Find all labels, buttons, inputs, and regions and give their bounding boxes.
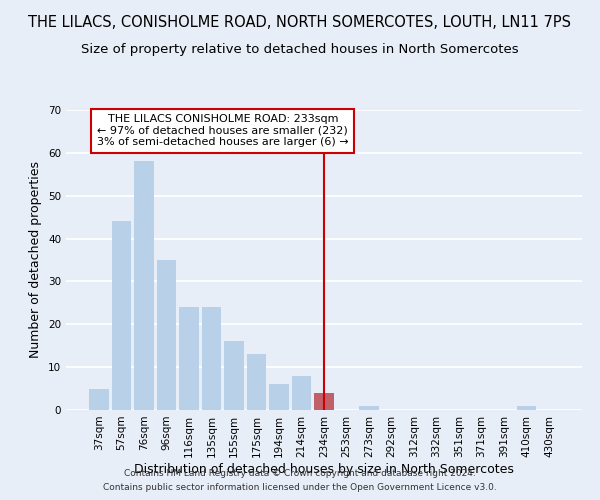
Bar [179,307,199,410]
Bar [247,354,266,410]
Bar [359,406,379,410]
Bar [517,406,536,410]
Bar [224,342,244,410]
Bar [269,384,289,410]
Bar [292,376,311,410]
Text: Contains public sector information licensed under the Open Government Licence v3: Contains public sector information licen… [103,484,497,492]
Text: THE LILACS CONISHOLME ROAD: 233sqm
← 97% of detached houses are smaller (232)
3%: THE LILACS CONISHOLME ROAD: 233sqm ← 97%… [97,114,349,148]
X-axis label: Distribution of detached houses by size in North Somercotes: Distribution of detached houses by size … [134,462,514,475]
Text: Contains HM Land Registry data © Crown copyright and database right 2024.: Contains HM Land Registry data © Crown c… [124,468,476,477]
Bar [157,260,176,410]
Bar [112,222,131,410]
Text: THE LILACS, CONISHOLME ROAD, NORTH SOMERCOTES, LOUTH, LN11 7PS: THE LILACS, CONISHOLME ROAD, NORTH SOMER… [29,15,571,30]
Y-axis label: Number of detached properties: Number of detached properties [29,162,43,358]
Bar [89,388,109,410]
Bar [134,162,154,410]
Bar [202,307,221,410]
Bar [314,393,334,410]
Text: Size of property relative to detached houses in North Somercotes: Size of property relative to detached ho… [81,42,519,56]
